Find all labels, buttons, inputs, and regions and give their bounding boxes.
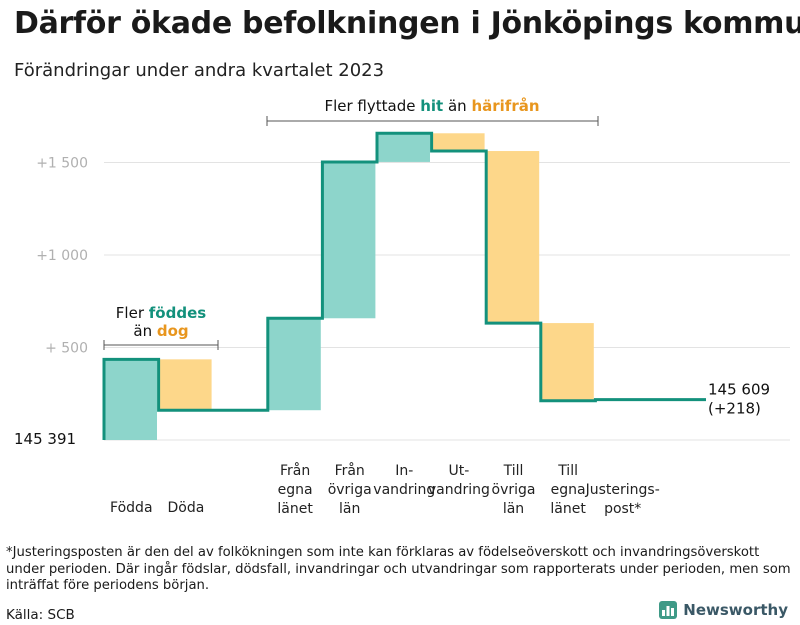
category-label-line: In- (395, 463, 413, 479)
births-annotation-line2: än dog (133, 322, 188, 340)
annotation-text: än (443, 97, 471, 115)
annotation-highlight-away: härifrån (471, 97, 539, 115)
running-total-line (102, 131, 706, 440)
newsworthy-logo: Newsworthy (659, 601, 788, 619)
births-annotation-line1: Fler föddes (116, 304, 206, 322)
category-label-line: egna (278, 482, 313, 498)
newsworthy-logo-icon (659, 601, 678, 619)
waterfall-chart: + 500 +1 000 +1 500 145 391 145 609(+218) Föd… (14, 97, 790, 518)
annotation-text: Fler flyttade (324, 97, 420, 115)
category-label-8: Till egna länet (550, 463, 586, 517)
migration-annotation: Fler flyttade hit än härifrån (324, 97, 539, 115)
category-label-line: vandring (373, 482, 435, 498)
decrease-bar-7 (487, 151, 540, 324)
category-label-line: Till (503, 463, 524, 479)
annotation-highlight-here: hit (420, 97, 443, 115)
decrease-bar-6 (432, 133, 485, 152)
category-label-line: Ut- (449, 463, 470, 479)
source-note: Källa: SCB (6, 607, 75, 623)
end-change-label: (+218) (708, 400, 761, 418)
category-label-line: Justerings- (585, 482, 660, 498)
category-label-9: Justerings-post* (585, 482, 660, 517)
category-label-3: Från egna länet (277, 462, 313, 517)
increase-bar-5 (378, 133, 430, 162)
start-value-label: 145 391 (14, 430, 76, 448)
category-label-line: Från (280, 462, 310, 479)
category-label-line: post* (604, 501, 641, 517)
y-tick-label: + 500 (45, 341, 88, 357)
y-tick-label: +1 500 (36, 156, 88, 172)
decrease-bar-1 (159, 359, 212, 411)
category-label-7: Till övriga län (492, 463, 536, 517)
category-label-5: In-vandring (373, 463, 435, 498)
category-label-line: Döda (167, 500, 204, 516)
category-label-line: länet (550, 501, 586, 517)
annotation-highlight-born: föddes (149, 304, 206, 322)
end-value-label: 145 609 (708, 381, 770, 399)
category-label-line: län (503, 501, 524, 517)
annotation-highlight-died: dog (157, 322, 189, 340)
logo-text: Newsworthy (683, 601, 788, 619)
category-label-line: övriga (328, 482, 372, 498)
running-total-line (102, 131, 706, 440)
category-label-1: Döda (167, 500, 204, 516)
category-label-line: vandring (428, 482, 490, 498)
decrease-bar-8 (541, 323, 594, 401)
increase-bar-3 (268, 318, 321, 411)
category-label-4: Från övriga län (328, 462, 372, 517)
category-label-line: Till (557, 463, 578, 479)
category-label-line: Från (335, 462, 365, 479)
category-label-line: egna (551, 482, 586, 498)
category-label-line: Födda (110, 500, 152, 516)
increase-bar-0 (105, 359, 157, 440)
chart-subtitle: Förändringar under andra kvartalet 2023 (14, 60, 385, 81)
footnote: *Justeringsposten är den del av folkökni… (6, 545, 791, 593)
category-label-line: övriga (492, 482, 536, 498)
category-label-line: län (339, 501, 360, 517)
category-label-0: Födda (110, 500, 152, 516)
category-label-6: Ut-vandring (428, 463, 490, 498)
annotation-text: än (133, 322, 156, 340)
bars (105, 133, 649, 440)
increase-bar-4 (323, 161, 376, 319)
category-label-line: länet (277, 501, 313, 517)
y-tick-label: +1 000 (36, 248, 88, 264)
labels: + 500 +1 000 +1 500 145 391 145 609(+218) Föd… (14, 156, 770, 518)
annotation-text: Fler (116, 304, 149, 322)
chart-title: Därför ökade befolkningen i Jönköpings k… (14, 6, 800, 41)
